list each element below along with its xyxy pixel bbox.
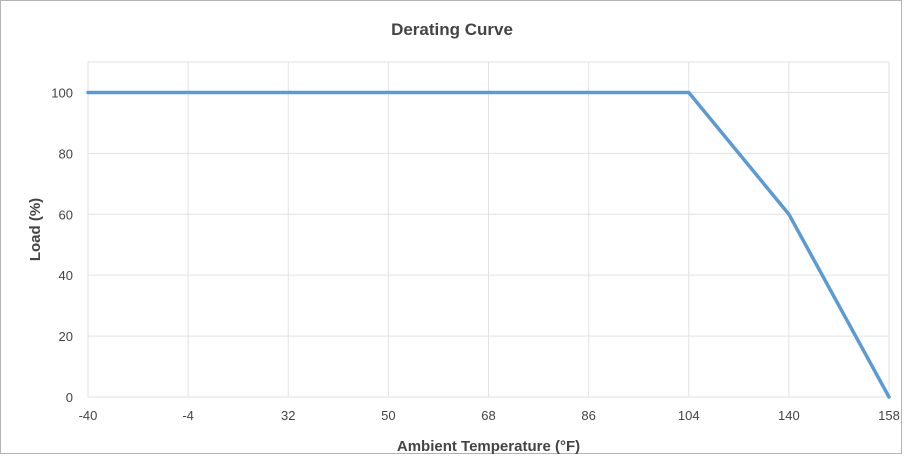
- tick-labels: 0 20 40 60 80 100 -40 -4 32 50 68 86 104 140 158: [51, 85, 900, 423]
- y-tick-label: 0: [66, 390, 73, 405]
- y-tick-label: 40: [59, 268, 73, 283]
- x-tick-label: 158: [878, 408, 900, 423]
- x-axis-title: Ambient Temperature (°F): [397, 438, 580, 455]
- y-tick-label: 80: [59, 146, 73, 161]
- y-tick-label: 60: [59, 207, 73, 222]
- x-tick-label: 104: [678, 408, 700, 423]
- x-tick-label: 50: [381, 408, 395, 423]
- x-tick-label: 32: [281, 408, 295, 423]
- y-axis-title: Load (%): [27, 198, 44, 261]
- series-layer: [86, 90, 891, 399]
- x-tick-label: -40: [79, 408, 98, 423]
- y-tick-label: 100: [51, 85, 73, 100]
- x-tick-label: 68: [481, 408, 495, 423]
- x-tick-label: 86: [581, 408, 595, 423]
- grid-lines: [87, 61, 890, 398]
- x-tick-label: -4: [182, 408, 194, 423]
- x-tick-label: 140: [778, 408, 800, 423]
- y-tick-label: 20: [59, 329, 73, 344]
- chart-title: Derating Curve: [391, 20, 513, 39]
